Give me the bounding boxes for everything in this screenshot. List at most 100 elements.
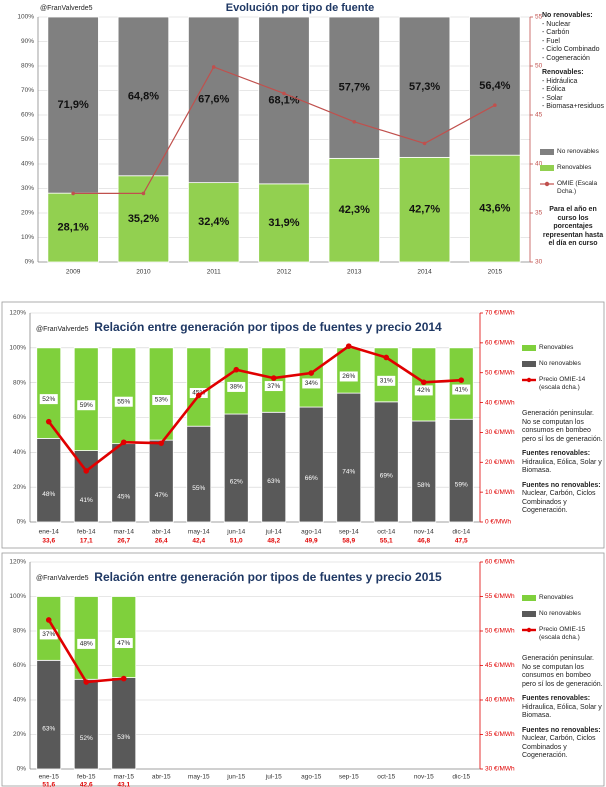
bar-segment <box>373 401 399 523</box>
data-label: 48% <box>80 641 93 648</box>
label-box <box>452 384 471 395</box>
bar-segment <box>111 347 137 445</box>
bar-segment <box>328 16 380 159</box>
bar-segment <box>117 16 170 177</box>
y2-tick-label: 40 <box>535 161 543 168</box>
legend-label: No renovables <box>539 610 581 617</box>
y2-tick-label: 35 €/MWh <box>485 731 515 738</box>
legend-swatch <box>522 361 536 367</box>
y2-tick-label: 30 <box>535 259 543 266</box>
label-box <box>227 381 246 392</box>
line-marker <box>45 617 52 623</box>
label-box <box>39 394 58 405</box>
legend-label: OMIE (Escala Dcha.) <box>557 180 598 195</box>
price-label: 42,4 <box>192 538 205 545</box>
x-tick-label: oct-15 <box>377 774 395 781</box>
y-tick-label: 50% <box>21 136 34 143</box>
y2-tick-label: 45 €/MWh <box>485 662 515 669</box>
bar-segment <box>448 347 474 420</box>
bar-segment <box>448 418 474 523</box>
line-marker <box>422 141 427 146</box>
y2-tick-label: 70 €/MWh <box>485 310 515 317</box>
bar-segment <box>73 347 99 451</box>
data-label: 35,2% <box>128 213 159 225</box>
label-box <box>114 396 133 407</box>
y-tick-label: 40% <box>13 697 26 704</box>
legend-label: Renovables <box>539 594 574 601</box>
data-label: 59% <box>80 402 93 409</box>
line-marker <box>71 191 75 196</box>
price-label: 43,1 <box>117 782 130 787</box>
data-label: 47% <box>155 492 168 499</box>
x-tick-label: 2010 <box>136 269 151 276</box>
data-label: 57,7% <box>339 82 370 94</box>
data-label: 38% <box>230 384 243 391</box>
y-tick-label: 100% <box>17 14 34 21</box>
legend-swatch <box>540 149 554 155</box>
label-box <box>414 385 433 396</box>
y-tick-label: 0% <box>17 519 27 526</box>
bar-segment <box>336 347 362 394</box>
note-item: - Eólica <box>542 86 566 93</box>
y-tick-label: 60% <box>13 662 26 669</box>
y2-tick-label: 50 €/MWh <box>485 628 515 635</box>
y-tick-label: 80% <box>13 379 26 386</box>
bar-segment <box>111 596 137 678</box>
y-tick-label: 40% <box>13 449 26 456</box>
data-label: 42,7% <box>409 204 440 216</box>
x-tick-label: jul-15 <box>265 774 282 781</box>
x-tick-label: may-14 <box>188 529 210 536</box>
data-label: 56,4% <box>479 80 510 92</box>
line-marker <box>383 354 390 361</box>
legend-label: Renovables <box>557 164 592 171</box>
data-label: 32,4% <box>198 216 229 228</box>
line-marker <box>270 375 277 381</box>
y-tick-label: 60% <box>13 414 26 421</box>
line-marker <box>282 91 286 96</box>
data-label: 31% <box>380 378 393 385</box>
y-tick-label: 80% <box>13 628 26 635</box>
y-tick-label: 120% <box>9 559 26 566</box>
data-label: 62% <box>230 479 243 486</box>
legend-label: No renovables <box>539 360 581 367</box>
price-line <box>47 344 462 473</box>
data-label: 63% <box>267 478 280 485</box>
y-tick-label: 120% <box>9 310 26 317</box>
note-block: Generación peninsular. No se computan lo… <box>522 410 604 444</box>
y2-tick-label: 40 €/MWh <box>485 697 515 704</box>
note-block: Fuentes renovables: Hidraulica, Eólica, S… <box>522 695 604 721</box>
note-item: - Cogeneración <box>542 54 590 62</box>
data-label: 55% <box>117 398 130 405</box>
y-tick-label: 40% <box>21 161 34 168</box>
author-handle: @FranValverde5 <box>36 575 89 582</box>
y2-tick-label: 20 €/MWh <box>485 459 515 466</box>
bar-segment <box>223 347 249 415</box>
x-tick-label: 2013 <box>347 269 362 276</box>
note-text: Nuclear, Carbón, Ciclos Combinados y Cog… <box>522 490 596 514</box>
bar-segment <box>469 154 521 263</box>
note-block: Fuentes renovables: Hidraulica, Eólica, S… <box>522 450 604 476</box>
y2-tick-label: 50 €/MWh <box>485 369 515 376</box>
note-item: - Fuel <box>542 37 560 45</box>
legend-swatch <box>522 345 536 351</box>
x-tick-label: sep-14 <box>339 529 359 536</box>
price-label: 33,6 <box>42 538 55 545</box>
bar-segment <box>188 16 240 184</box>
line-marker <box>120 675 127 682</box>
price-label: 51,0 <box>230 538 243 545</box>
line-marker <box>120 439 127 446</box>
bar-segment <box>47 16 99 194</box>
data-label: 43,6% <box>479 202 510 214</box>
line-marker <box>195 392 202 399</box>
y-tick-label: 70% <box>21 87 34 94</box>
data-label: 71,9% <box>58 99 89 111</box>
bar-segment <box>36 437 62 523</box>
y2-tick-label: 50 <box>535 63 543 70</box>
y2-tick-label: 30 €/MWh <box>485 766 515 773</box>
bar-segment <box>186 425 212 523</box>
note-item: - Hidráulica <box>542 77 578 85</box>
bar-segment <box>261 411 287 523</box>
x-tick-label: nov-14 <box>414 529 434 536</box>
